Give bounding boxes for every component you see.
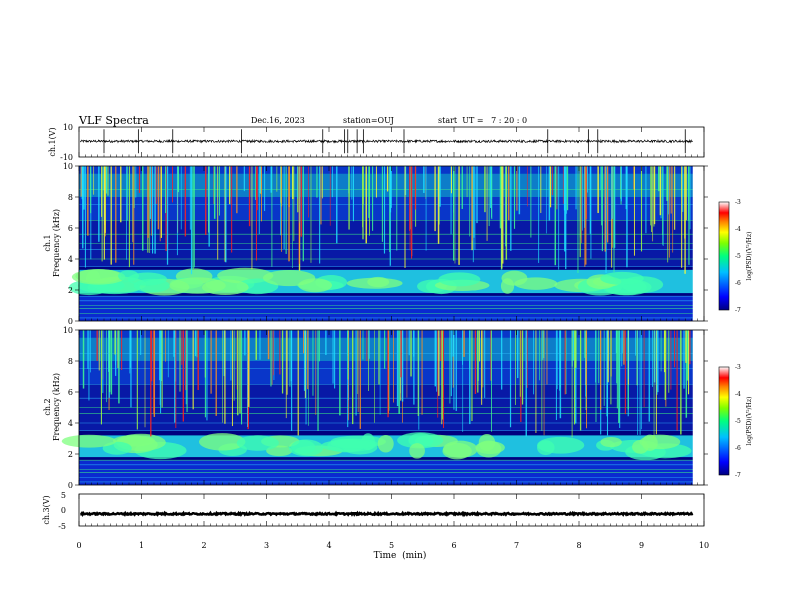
hiss-blob (61, 434, 117, 448)
hiss-blob (475, 441, 505, 454)
time-tick-label: 8 (576, 541, 581, 550)
hiss-blob (409, 443, 425, 459)
ch1-colorbar: -3 -4 -5 -6 -7 log(PSD)(V²/Hz) (718, 199, 753, 314)
ch3-ytick-top: 5 (61, 491, 66, 500)
ch3-waveform-panel: ch.3(V) 5 0 -5 (42, 491, 705, 531)
upper-band-bright (79, 337, 704, 361)
start-time-label: start UT = 7 : 20 : 0 (438, 116, 527, 125)
freq-tick-label: 8 (68, 193, 73, 202)
colorbar-tick-label: -3 (735, 199, 741, 206)
ch3-ytick-middle: 0 (61, 506, 66, 515)
ch1-waveform-ylabel: ch.1(V) (48, 127, 57, 156)
ch1-colorbar-label: log(PSD)(V²/Hz) (746, 232, 753, 281)
hiss-blob (75, 268, 122, 284)
hiss-blob (537, 436, 585, 454)
time-tick-label: 6 (451, 541, 456, 550)
ch3-waveform-ylabel: ch.3(V) (42, 495, 51, 524)
freq-tick-label: 6 (68, 388, 73, 397)
ch1-ylabel-frequency: Frequency (kHz) (52, 209, 61, 277)
time-tick-label: 2 (201, 541, 206, 550)
ch1-ylabel-channel: ch.1 (43, 234, 52, 251)
figure-title: VLF Spectra (78, 114, 149, 127)
time-tick-label: 9 (639, 541, 644, 550)
date-label: Dec.16, 2023 (251, 116, 305, 125)
freq-tick-label: 4 (68, 419, 73, 428)
freq-tick-label: 10 (63, 162, 73, 171)
freq-tick-label: 0 (68, 481, 73, 490)
ch3-waveform-trace (80, 510, 694, 518)
hiss-blob (397, 432, 444, 449)
ch1-ytick-bottom: -10 (60, 153, 73, 162)
freq-tick-label: 10 (63, 326, 73, 335)
ch2-spectrogram-panel: 0 2 4 6 8 10 ch.2 Frequency (kHz) (43, 326, 708, 490)
ch1-colorbar-gradient (718, 201, 730, 311)
ch2-colorbar-gradient (718, 366, 730, 476)
ch2-ylabel-frequency: Frequency (kHz) (52, 373, 61, 441)
time-tick-label: 10 (699, 541, 709, 550)
ch1-spectrogram-panel: 0 2 4 6 8 10 ch.1 Frequency (kHz) (43, 162, 708, 326)
no-data-margin (692, 166, 704, 321)
time-tick-label: 5 (389, 541, 394, 550)
ch3-waveform-frame (78, 493, 705, 527)
time-tick-label: 1 (139, 541, 144, 550)
freq-tick-label: 2 (68, 286, 73, 295)
time-tick-label: 4 (326, 541, 331, 550)
colorbar-tick-label: -7 (735, 307, 741, 314)
colorbar-tick-label: -6 (735, 445, 741, 452)
ch2-colorbar: -3 -4 -5 -6 -7 log(PSD)(V²/Hz) (718, 364, 753, 479)
no-data-margin (692, 330, 704, 485)
colorbar-tick-label: -5 (735, 418, 741, 425)
colorbar-tick-label: -4 (735, 391, 741, 398)
hiss-blob (201, 279, 249, 296)
time-tick-label: 3 (264, 541, 269, 550)
time-tick-label: 0 (76, 541, 81, 550)
ch1-ytick-top: 10 (63, 123, 73, 132)
time-axis-label: Time (min) (374, 550, 427, 561)
ch3-ytick-bottom: -5 (58, 522, 66, 531)
hiss-blob (442, 442, 472, 460)
ch2-colorbar-label: log(PSD)(V²/Hz) (746, 397, 753, 446)
hiss-blob (641, 434, 658, 451)
freq-tick-label: 8 (68, 357, 73, 366)
hiss-blob (330, 438, 378, 449)
freq-tick-label: 2 (68, 450, 73, 459)
colorbar-tick-label: -4 (735, 226, 741, 233)
freq-tick-label: 6 (68, 224, 73, 233)
hiss-blob (346, 277, 403, 289)
time-axis: 0 1 2 3 4 5 6 7 8 9 10 (76, 127, 709, 550)
hiss-blob (438, 272, 481, 287)
station-label: station=OUJ (343, 116, 394, 125)
colorbar-tick-label: -7 (735, 472, 741, 479)
hiss-blob (500, 278, 515, 294)
hiss-blob (127, 272, 168, 286)
hiss-blob (377, 434, 394, 453)
colorbar-tick-label: -6 (735, 280, 741, 287)
ch1-waveform-trace (80, 138, 693, 144)
ch1-waveform-panel: ch.1(V) 10 -10 (48, 123, 705, 162)
freq-tick-label: 4 (68, 255, 73, 264)
time-tick-label: 7 (514, 541, 519, 550)
hiss-blob (291, 440, 316, 455)
hiss-blob (600, 271, 644, 285)
freq-tick-label: 0 (68, 317, 73, 326)
colorbar-tick-label: -3 (735, 364, 741, 371)
hiss-blob (600, 436, 622, 448)
colorbar-tick-label: -5 (735, 253, 741, 260)
ch2-ylabel-channel: ch.2 (43, 398, 52, 415)
hiss-blob (198, 433, 246, 451)
hiss-blob (263, 269, 316, 287)
hiss-blob (514, 277, 558, 290)
hiss-blob (236, 435, 279, 451)
